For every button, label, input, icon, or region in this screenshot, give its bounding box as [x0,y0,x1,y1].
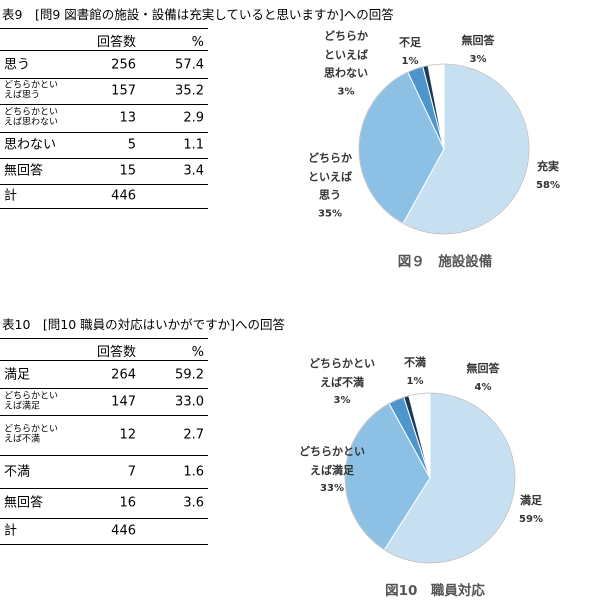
table-rule [0,158,208,159]
slice-value: 1% [406,375,424,387]
row-label: 思わない [4,137,57,153]
count-cell: 13 [119,110,136,126]
percent-cell: 59.2 [175,367,204,383]
slice-value: 33% [320,483,344,495]
table-rule [0,78,208,79]
column-header: 回答数 [96,345,136,360]
table-rule [0,360,208,361]
slice-label: どちらかといえば思う 35% [306,149,353,222]
slice-category: 充実 [537,160,559,174]
table-rule [0,488,208,489]
row-label: どちらかといえば思わない [4,107,59,128]
percent-cell: 2.7 [183,427,204,443]
slice-label: どちらかといえば満足 33% [296,443,368,497]
percent-cell: 3.4 [183,163,204,179]
table-rule [0,415,208,416]
percent-cell: 35.2 [175,83,204,99]
count-cell: 7 [127,464,136,479]
column-header: % [191,345,204,360]
count-cell: 5 [127,137,136,153]
table-rule [0,544,208,545]
table-title: 表9 [問9 図書館の施設・設備は充実していると思いますか]への回答 [2,7,394,22]
table-rule [0,208,208,209]
slice-category: どちらかといえば不満 [309,356,375,389]
percent-cell: 33.0 [175,394,204,409]
count-cell: 147 [111,394,136,409]
count-cell: 264 [111,367,136,383]
table-rule [0,132,208,133]
count-cell: 157 [111,83,136,99]
slice-category: どちらかといえば思う [307,151,352,202]
count-cell: 12 [119,427,136,443]
pie-outline [344,392,516,564]
count-cell: 16 [119,495,136,511]
slice-label: 満足 59% [515,492,548,528]
slice-category: 不満 [404,356,426,370]
slice-value: 3% [333,395,351,407]
slice-value: 4% [474,381,492,393]
row-label: 無回答 [4,495,44,511]
slice-category: 無回答 [466,362,500,376]
slice-value: 35% [318,208,342,220]
percent-cell: 1.6 [183,464,204,479]
count-cell: 446 [111,523,136,539]
figure-caption: 図９ 施設設備 [397,254,493,270]
row-label: 無回答 [4,163,44,179]
table-rule [0,104,208,105]
slice-label: 無回答 4% [467,360,500,396]
row-label: 不満 [4,464,31,479]
slice-label: 充実 58% [532,158,565,194]
table-rule [0,338,208,339]
slice-value: 1% [401,55,419,67]
table-rule [0,388,208,389]
count-cell: 15 [119,163,136,179]
slice-label: 不満 1% [399,354,432,390]
slice-label: 無回答 3% [462,32,495,68]
table-rule [0,518,208,519]
row-label: どちらかといえば思う [4,80,59,101]
row-label: 思う [4,57,31,73]
slice-category: 満足 [520,494,542,508]
slice-category: どちらかといえば思わない [323,29,368,80]
table-rule [0,455,208,456]
table-rule [0,50,208,51]
row-label: どちらかといえば不満 [4,424,59,445]
row-label: 満足 [4,367,31,383]
figure-caption: 図10 職員対応 [385,583,485,599]
slice-label: どちらかといえば不満 3% [306,355,378,409]
pie-outline [358,63,530,235]
row-label: どちらかといえば満足 [4,391,59,412]
percent-cell: 57.4 [175,57,204,73]
table-rule [0,28,208,29]
slice-value: 3% [337,86,355,98]
slice-value: 58% [536,179,560,191]
table-rule [0,184,208,185]
column-header: 回答数 [96,35,136,50]
row-label: 計 [4,188,18,204]
count-cell: 256 [111,57,136,73]
count-cell: 446 [111,188,136,204]
table-title: 表10 [問10 職員の対応はいかがですか]への回答 [2,317,286,332]
percent-cell: 2.9 [183,110,204,126]
column-header: % [191,35,204,50]
percent-cell: 1.1 [183,137,204,153]
slice-value: 3% [469,53,487,65]
row-label: 計 [4,523,18,539]
slice-category: 不足 [399,36,421,50]
slice-label: どちらかといえば思わない 3% [322,27,369,100]
slice-category: どちらかといえば満足 [299,444,365,477]
slice-label: 不足 1% [394,34,427,70]
slice-category: 無回答 [461,34,495,48]
slice-value: 59% [519,513,543,525]
percent-cell: 3.6 [183,495,204,511]
